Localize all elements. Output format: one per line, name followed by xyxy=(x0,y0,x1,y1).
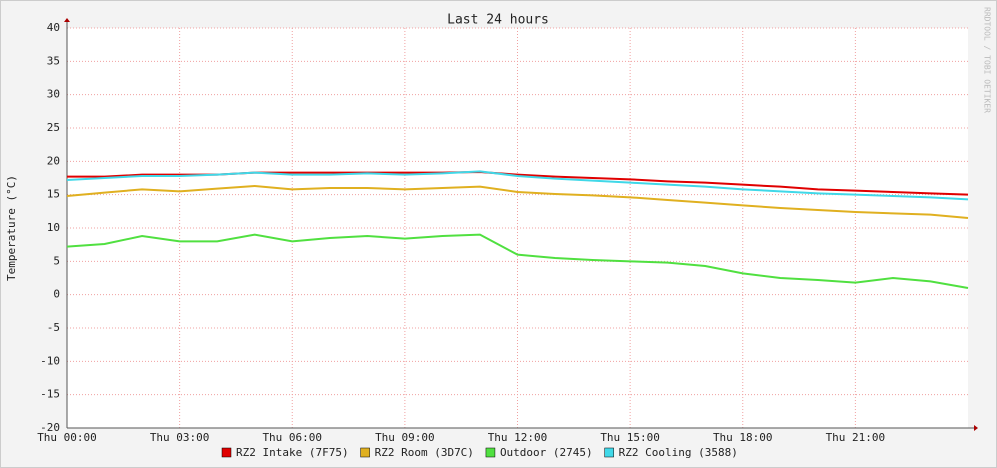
x-tick-label: Thu 06:00 xyxy=(262,431,322,444)
series-line xyxy=(66,170,969,201)
legend-label: RZ2 Intake (7F75) xyxy=(236,446,349,459)
series-line xyxy=(66,233,969,289)
y-axis-label: Temperature (°C) xyxy=(5,175,18,281)
x-tick-label: Thu 00:00 xyxy=(37,431,97,444)
x-tick-label: Thu 12:00 xyxy=(488,431,548,444)
y-tick-label: 10 xyxy=(47,221,60,234)
arrow xyxy=(64,18,70,22)
legend-swatch xyxy=(360,447,370,458)
x-tick-label: Thu 15:00 xyxy=(600,431,660,444)
y-tick-label: 35 xyxy=(47,54,60,67)
legend-swatch xyxy=(485,447,496,458)
x-tick-label: Thu 21:00 xyxy=(826,431,886,444)
y-tick-label: 40 xyxy=(47,21,60,34)
y-tick-label: 20 xyxy=(47,154,60,167)
y-tick-label: 5 xyxy=(53,254,60,267)
legend-label: RZ2 Room (3D7C) xyxy=(375,446,474,459)
y-tick-label: 15 xyxy=(47,188,60,201)
arrow xyxy=(974,425,978,431)
y-tick-label: 0 xyxy=(53,288,60,301)
x-tick-label: Thu 03:00 xyxy=(150,431,210,444)
legend-swatch xyxy=(221,447,232,458)
x-tick-label: Thu 18:00 xyxy=(713,431,773,444)
y-tick-label: -20 xyxy=(40,421,60,434)
legend-swatch xyxy=(604,447,614,458)
chart-title: Last 24 hours xyxy=(447,13,549,28)
series-line xyxy=(66,184,969,219)
y-tick-label: -5 xyxy=(47,321,60,334)
x-tick-label: Thu 09:00 xyxy=(375,431,435,444)
legend-label: RZ2 Cooling (3588) xyxy=(619,446,738,459)
y-tick-label: 30 xyxy=(47,88,60,101)
y-tick-label: -15 xyxy=(40,388,60,401)
legend-label: Outdoor (2745) xyxy=(500,446,593,459)
y-tick-label: -10 xyxy=(40,354,60,367)
y-tick-label: 25 xyxy=(47,121,60,134)
watermark: RRDTOOL / TOBI OETIKER xyxy=(983,7,992,113)
